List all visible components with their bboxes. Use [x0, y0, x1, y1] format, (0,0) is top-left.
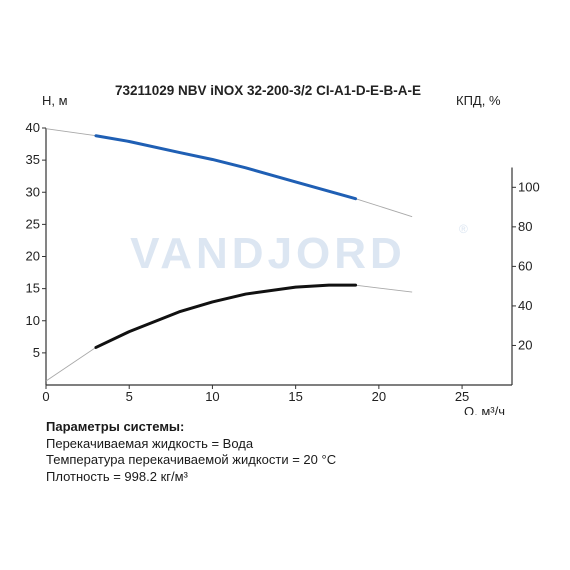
x-tick-label: 20	[372, 389, 386, 404]
series-0-full-range	[45, 128, 413, 218]
y-axis-title-right: КПД, %	[456, 93, 501, 108]
y2-tick-label: 40	[518, 298, 532, 313]
chart-title: 73211029 NBV iNOX 32-200-3/2 CI-A1-D-E-B…	[115, 83, 421, 98]
pump-curve-chart: VANDJORD ® 73211029 NBV iNOX 32-200-3/2 …	[26, 83, 540, 415]
param-density: Плотность = 998.2 кг/м³	[46, 468, 188, 484]
y-tick-label: 5	[33, 345, 40, 360]
series-0-operating-range	[94, 134, 358, 201]
y-tick-label: 10	[26, 313, 40, 328]
x-tick-label: 0	[42, 389, 49, 404]
watermark: VANDJORD	[130, 229, 406, 278]
system-parameters: Параметры системы: Перекачиваемая жидкос…	[46, 419, 336, 485]
y2-tick-label: 60	[518, 258, 532, 273]
y-tick-label: 40	[26, 120, 40, 135]
y-axis-title-left: H, м	[42, 93, 68, 108]
curves	[45, 128, 413, 382]
y2-tick-label: 100	[518, 179, 540, 194]
x-tick-label: 10	[205, 389, 219, 404]
x-tick-label: 15	[288, 389, 302, 404]
y-tick-label: 30	[26, 184, 40, 199]
y-tick-label: 25	[26, 216, 40, 231]
watermark-registered-mark: ®	[459, 222, 468, 236]
param-temperature: Температура перекачиваемой жидкости = 20…	[46, 452, 337, 467]
y-tick-label: 20	[26, 249, 40, 264]
x-axis-title: Q, м³/ч	[464, 404, 505, 415]
y2-tick-label: 80	[518, 219, 532, 234]
tick-labels: 0 5 10 15 20 25 5 10 15 20 25 30 35 40 20 40 60 80 100	[26, 120, 540, 404]
x-tick-label: 25	[455, 389, 469, 404]
y-tick-label: 35	[26, 152, 40, 167]
system-parameters-heading: Параметры системы:	[46, 419, 185, 434]
y2-tick-label: 20	[518, 337, 532, 352]
param-fluid: Перекачиваемая жидкость = Вода	[46, 435, 254, 451]
series-1-operating-range	[94, 283, 358, 349]
y-tick-label: 15	[26, 281, 40, 296]
x-tick-label: 5	[126, 389, 133, 404]
